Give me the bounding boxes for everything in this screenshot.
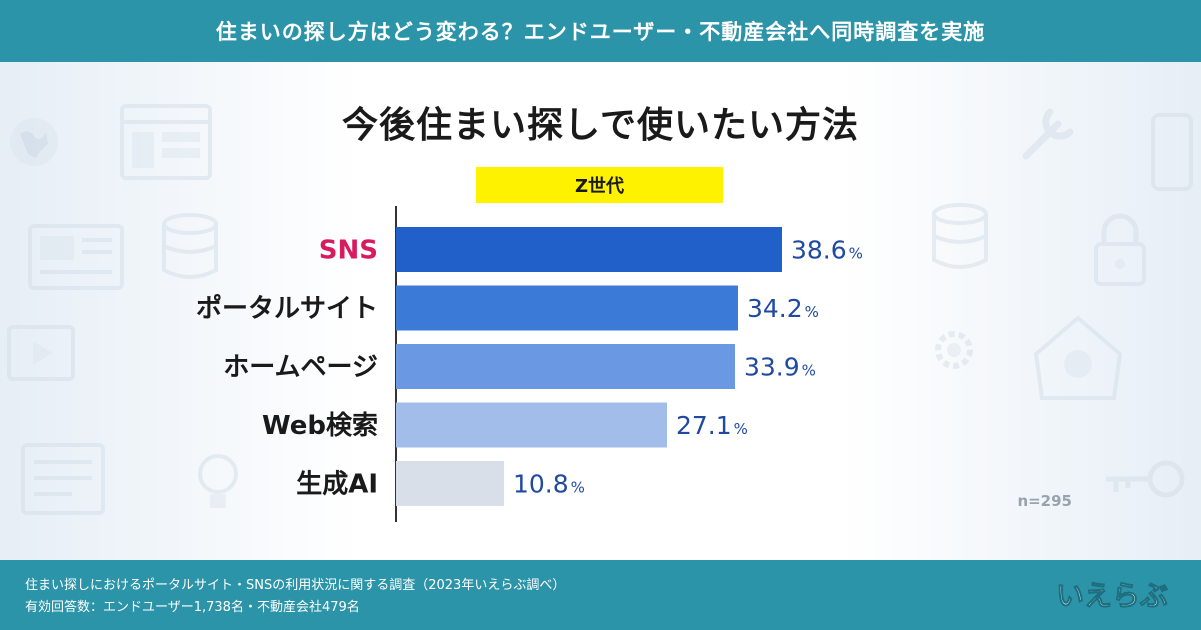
bar-4 [396, 402, 667, 448]
category-label-3: ホームページ [223, 353, 378, 383]
document-icon [21, 443, 105, 515]
sample-size-note: n=295 [1017, 492, 1072, 510]
top-banner: 住まいの探し方はどう変わる？エンドユーザー・不動産会社へ同時調査を実施 [0, 0, 1201, 62]
chart-panel [0, 62, 1201, 560]
database-icon [162, 213, 218, 279]
globe-icon [10, 118, 58, 166]
category-label-4: Web検索 [262, 411, 378, 441]
category-label-2: ポータルサイト [196, 293, 378, 324]
bar-5 [396, 461, 504, 506]
bar-2 [396, 285, 738, 331]
document-icon [28, 224, 124, 290]
banner-text: 住まいの探し方はどう変わる？エンドユーザー・不動産会社へ同時調査を実施 [215, 20, 986, 44]
browser-window-icon [120, 104, 212, 180]
value-label-3: 33.9% [744, 353, 816, 382]
gear-icon [935, 331, 973, 369]
wrench-icon [1022, 108, 1074, 160]
value-label-1: 38.6% [791, 236, 863, 265]
chart-title: 今後住まい探しで使いたい方法 [342, 105, 859, 146]
category-label-5: 生成AI [296, 470, 378, 500]
response-count-note: 有効回答数：エンドユーザー1,738名・不動産会社479名 [25, 600, 360, 615]
generation-label: Z世代 [476, 167, 723, 203]
bar-3 [396, 344, 735, 389]
lock-icon [1094, 213, 1146, 286]
survey-note: 住まい探しにおけるポータルサイト・SNSの利用状況に関する調査（2023年いえら… [25, 578, 566, 593]
value-label-4: 27.1% [676, 411, 748, 440]
video-play-icon [7, 325, 75, 381]
smartphone-icon [1151, 113, 1193, 191]
svg-text:いえらぶ: いえらぶ [1056, 579, 1168, 612]
ieraabu-logo: いえらぶ [1046, 575, 1178, 615]
house-icon [1033, 315, 1123, 400]
value-label-5: 10.8% [513, 470, 585, 499]
key-icon [1106, 460, 1185, 498]
database-icon [932, 203, 988, 269]
lightbulb-icon [198, 454, 238, 508]
footer: 住まい探しにおけるポータルサイト・SNSの利用状況に関する調査（2023年いえら… [0, 560, 1201, 630]
bar-1 [396, 227, 782, 272]
category-label-1: SNS [319, 236, 378, 266]
value-label-2: 34.2% [747, 294, 819, 323]
